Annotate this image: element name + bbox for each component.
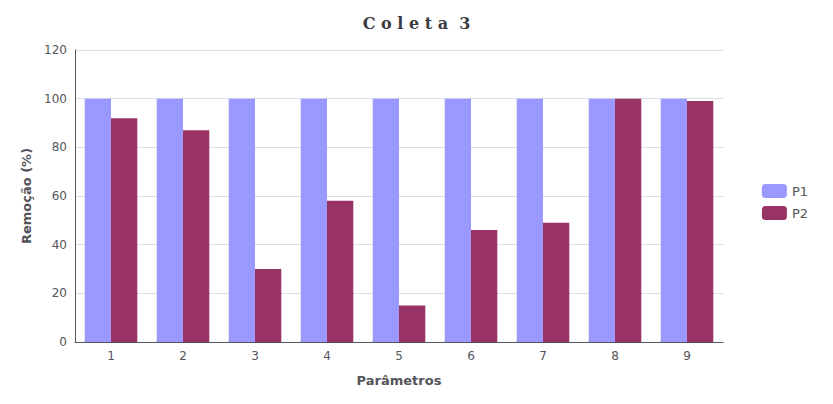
svg-text:P2: P2 [792,206,808,221]
svg-text:20: 20 [52,286,67,300]
svg-text:1: 1 [107,349,115,363]
svg-text:8: 8 [611,349,619,363]
svg-text:9: 9 [683,349,691,363]
svg-text:C o l e t a 3: C o l e t a 3 [363,14,471,33]
svg-text:6: 6 [467,349,475,363]
svg-text:60: 60 [52,189,67,203]
svg-text:Parâmetros: Parâmetros [357,373,442,388]
svg-text:40: 40 [52,238,67,252]
svg-text:120: 120 [44,43,67,57]
svg-text:3: 3 [251,349,259,363]
svg-text:P1: P1 [792,184,808,199]
svg-text:5: 5 [395,349,403,363]
svg-text:4: 4 [323,349,331,363]
svg-text:Remoção (%): Remoção (%) [19,148,34,244]
svg-text:80: 80 [52,140,67,154]
svg-text:100: 100 [44,92,67,106]
svg-text:2: 2 [179,349,187,363]
svg-text:7: 7 [539,349,547,363]
svg-text:0: 0 [59,335,67,349]
